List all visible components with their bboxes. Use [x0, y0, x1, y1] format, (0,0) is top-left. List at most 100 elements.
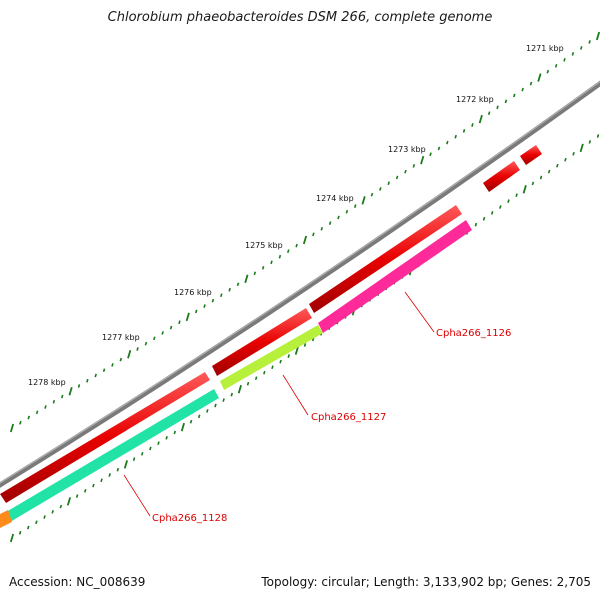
inner-tick: [294, 346, 299, 355]
outer-tick: [68, 387, 73, 396]
inner-tick: [59, 504, 63, 509]
outer-tick: [320, 226, 323, 231]
inner-tick: [116, 467, 120, 472]
outer-tick: [345, 209, 349, 214]
inner-tick: [165, 435, 168, 440]
outer-tick: [395, 175, 399, 180]
gene-cpha266-1126[interactable]: [318, 220, 472, 333]
outer-tick: [220, 293, 223, 298]
kbp-label-1277: 1277 kbp: [102, 333, 140, 342]
outer-tick: [287, 249, 290, 253]
inner-tick: [490, 211, 494, 215]
inner-tick: [287, 354, 290, 358]
inner-tick: [564, 157, 567, 162]
outer-tick: [412, 164, 416, 168]
inner-tick: [572, 151, 575, 156]
inner-tick: [279, 359, 282, 364]
outer-tick: [185, 312, 190, 322]
outer-tick: [504, 99, 508, 104]
reverse-strand-genes[interactable]: [0, 220, 472, 528]
outer-tick: [537, 73, 542, 82]
kbp-label-1278: 1278 kbp: [28, 378, 66, 387]
kbp-label-1272: 1272 kbp: [456, 95, 494, 104]
accession-text: Accession: NC_008639: [9, 575, 146, 589]
inner-tick: [263, 370, 266, 375]
kbp-label-1275: 1275 kbp: [245, 241, 283, 250]
outer-tick: [588, 40, 591, 44]
outer-tick: [312, 232, 315, 237]
outer-tick: [295, 243, 298, 248]
gene-red-2[interactable]: [212, 308, 312, 376]
inner-tick: [75, 494, 79, 498]
outer-tick: [404, 169, 407, 174]
inner-tick: [522, 185, 527, 194]
inner-tick: [206, 409, 209, 413]
outer-tick: [580, 46, 583, 50]
outer-tick: [9, 423, 15, 433]
outer-tick: [94, 373, 97, 378]
outer-tick: [353, 204, 357, 208]
outer-tick: [178, 320, 181, 325]
outer-tick: [86, 378, 89, 383]
gene-red-3[interactable]: [309, 205, 462, 313]
outer-tick: [161, 331, 164, 335]
inner-tick: [474, 222, 478, 227]
leader-1127: [282, 374, 309, 416]
outer-tick: [153, 336, 156, 341]
outer-tick: [437, 146, 441, 151]
inner-tick: [222, 398, 225, 402]
outer-tick: [144, 341, 148, 346]
inner-tick: [123, 460, 129, 469]
outer-tick: [111, 363, 114, 367]
inner-tick: [254, 376, 258, 381]
inner-tick: [132, 457, 136, 461]
outer-tick: [44, 405, 47, 409]
inner-tick: [237, 384, 242, 394]
inner-tick: [214, 403, 217, 408]
outer-tick: [302, 235, 308, 245]
inner-tick: [588, 140, 592, 144]
outer-tick: [496, 105, 499, 110]
outer-tick: [529, 81, 533, 86]
gene-orange[interactable]: [0, 510, 12, 528]
outer-tick: [420, 155, 425, 165]
label-cpha266-1127[interactable]: Cpha266_1127: [311, 412, 386, 423]
outer-tick: [478, 114, 483, 124]
inner-tick: [108, 473, 111, 477]
inner-tick: [84, 488, 87, 493]
inner-tick: [531, 181, 535, 186]
gene-cpha266-1127[interactable]: [220, 325, 323, 390]
outer-tick: [77, 384, 81, 388]
inner-tick: [66, 497, 72, 506]
kbp-label-1271: 1271 kbp: [526, 44, 564, 53]
outer-tick: [554, 63, 558, 68]
forward-strand-genes[interactable]: [0, 145, 542, 503]
gene-cpha266-1128[interactable]: [6, 389, 219, 522]
gene-red-5[interactable]: [520, 145, 542, 165]
outer-tick: [127, 350, 132, 359]
inner-tick: [180, 422, 185, 432]
label-cpha266-1128[interactable]: Cpha266_1128: [152, 513, 227, 524]
leader-1126: [404, 291, 435, 333]
gene-red-1[interactable]: [0, 372, 210, 503]
inner-tick: [507, 199, 510, 203]
inner-tick: [189, 419, 193, 424]
outer-tick: [361, 196, 366, 205]
outer-tick: [244, 274, 249, 284]
inner-tick: [271, 365, 274, 370]
outer-tick: [19, 420, 22, 425]
inner-tick: [246, 381, 250, 386]
inner-tick: [43, 515, 46, 519]
inner-tick: [539, 175, 543, 180]
gene-red-4[interactable]: [483, 161, 520, 192]
outer-tick: [595, 31, 600, 41]
label-cpha266-1126[interactable]: Cpha266_1126: [436, 328, 511, 339]
inner-tick: [92, 483, 95, 488]
inner-tick: [547, 169, 551, 174]
inner-tick: [197, 414, 201, 419]
inner-tick: [230, 392, 233, 397]
inner-tick: [35, 520, 38, 525]
kbp-label-1273: 1273 kbp: [388, 145, 426, 154]
genome-title: Chlorobium phaeobacteroides DSM 266, com…: [107, 10, 493, 25]
